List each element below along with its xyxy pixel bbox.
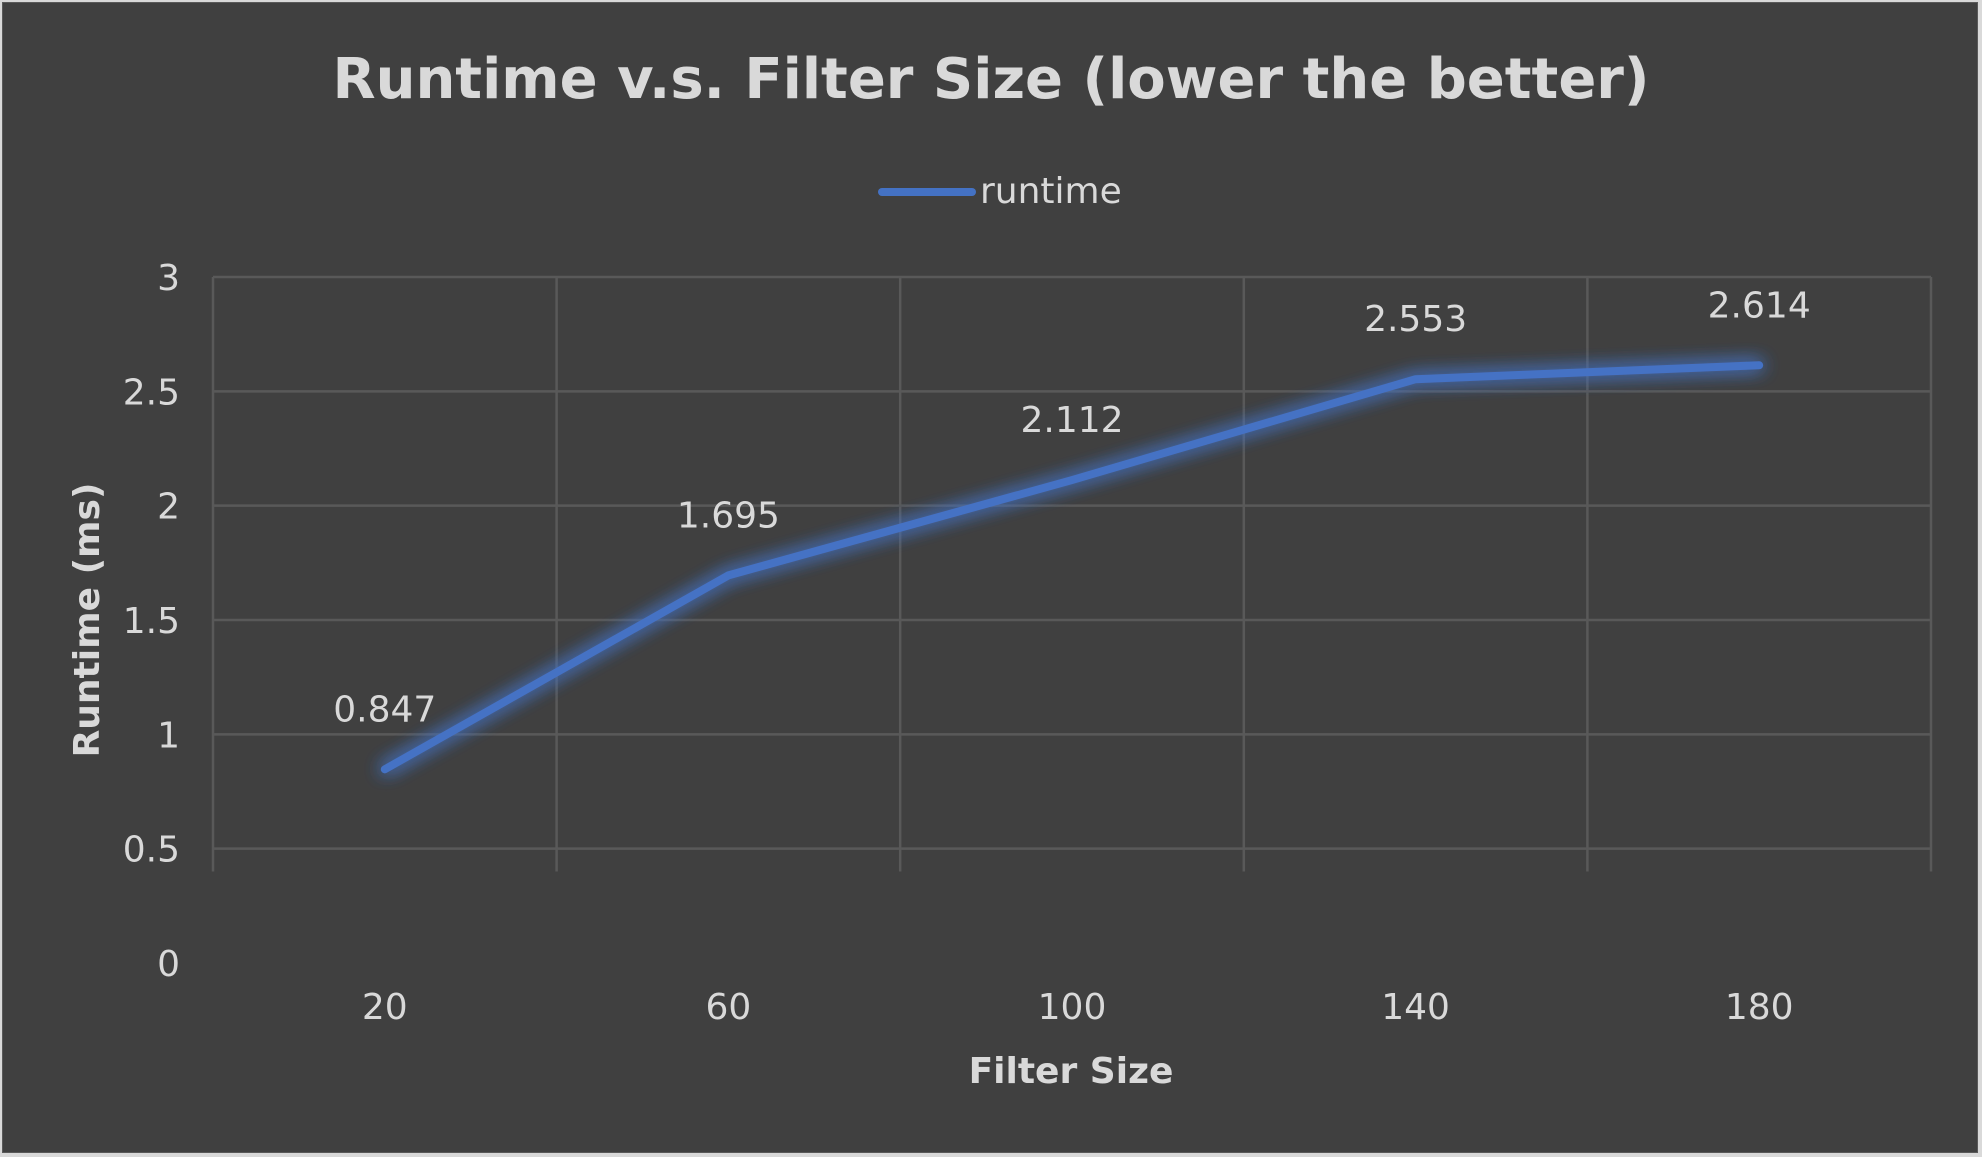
x-tick-label: 180 (1725, 987, 1794, 1028)
y-axis-title: Runtime (ms) (67, 483, 108, 758)
data-point (725, 572, 732, 579)
data-label: 2.112 (1020, 400, 1123, 441)
y-tick-label: 0.5 (123, 830, 180, 871)
y-tick-label: 2 (157, 487, 180, 528)
legend: runtime (878, 171, 1122, 212)
data-labels: 0.847 1.695 2.112 2.553 2.614 (333, 285, 1810, 730)
legend-label-runtime: runtime (980, 171, 1122, 212)
y-tick-label: 2.5 (123, 372, 180, 413)
y-tick-label: 0 (157, 944, 180, 985)
y-tick-label: 1 (157, 715, 180, 756)
y-tick-label: 3 (157, 258, 180, 299)
data-point (1069, 477, 1075, 484)
x-axis-title: Filter Size (969, 1051, 1174, 1092)
x-axis-ticks: 20 60 100 140 180 (362, 987, 1794, 1028)
gridlines (211, 275, 1933, 872)
series-runtime (380, 361, 1764, 774)
x-tick-label: 20 (362, 987, 408, 1028)
x-tick-label: 60 (705, 987, 751, 1028)
data-point (381, 766, 388, 773)
x-tick-label: 100 (1038, 987, 1107, 1028)
data-label: 2.553 (1364, 299, 1467, 340)
chart-title: Runtime v.s. Filter Size (lower the bett… (332, 47, 1649, 112)
x-tick-label: 140 (1381, 987, 1450, 1028)
y-axis-ticks: 0 0.5 1 1.5 2 2.5 3 (123, 258, 180, 985)
y-tick-label: 1.5 (123, 601, 180, 642)
data-label: 1.695 (677, 495, 780, 536)
data-point (1756, 362, 1763, 369)
data-point (1412, 376, 1419, 383)
data-label: 0.847 (333, 689, 436, 730)
data-label: 2.614 (1708, 285, 1811, 326)
